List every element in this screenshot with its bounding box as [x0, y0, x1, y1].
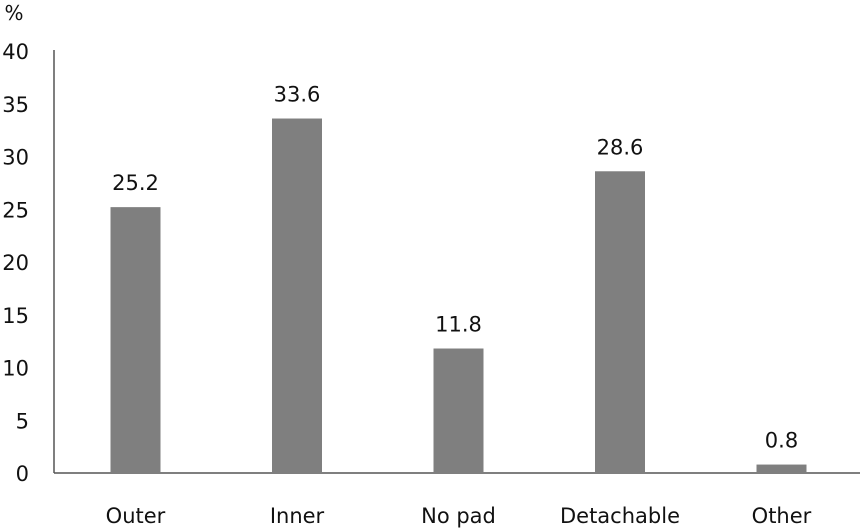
data-label: 11.8 — [435, 313, 482, 337]
y-tick-label: 25 — [2, 198, 29, 222]
x-tick-label: Other — [752, 504, 812, 528]
x-tick-label: Outer — [106, 504, 166, 528]
y-tick-label: 5 — [16, 409, 29, 433]
y-axis-unit-label: % — [4, 1, 23, 25]
bar-inner — [272, 118, 322, 474]
y-tick-label: 10 — [2, 357, 29, 381]
y-tick-label: 40 — [2, 40, 29, 64]
data-label: 25.2 — [112, 171, 159, 195]
y-tick-label: 20 — [2, 251, 29, 275]
data-label: 0.8 — [765, 429, 798, 453]
x-tick-label: Detachable — [560, 504, 680, 528]
data-label: 33.6 — [274, 83, 321, 107]
bar-no-pad — [433, 348, 484, 473]
data-label: 28.6 — [597, 135, 644, 159]
x-tick-label: No pad — [421, 504, 496, 528]
y-tick-label: 30 — [2, 146, 29, 170]
bar-outer — [110, 207, 161, 473]
y-tick-label: 35 — [2, 93, 29, 117]
bar-other — [756, 464, 807, 473]
bar-detachable — [595, 171, 645, 473]
y-tick-label: 0 — [16, 462, 29, 486]
x-tick-label: Inner — [270, 504, 325, 528]
y-tick-label: 15 — [2, 304, 29, 328]
